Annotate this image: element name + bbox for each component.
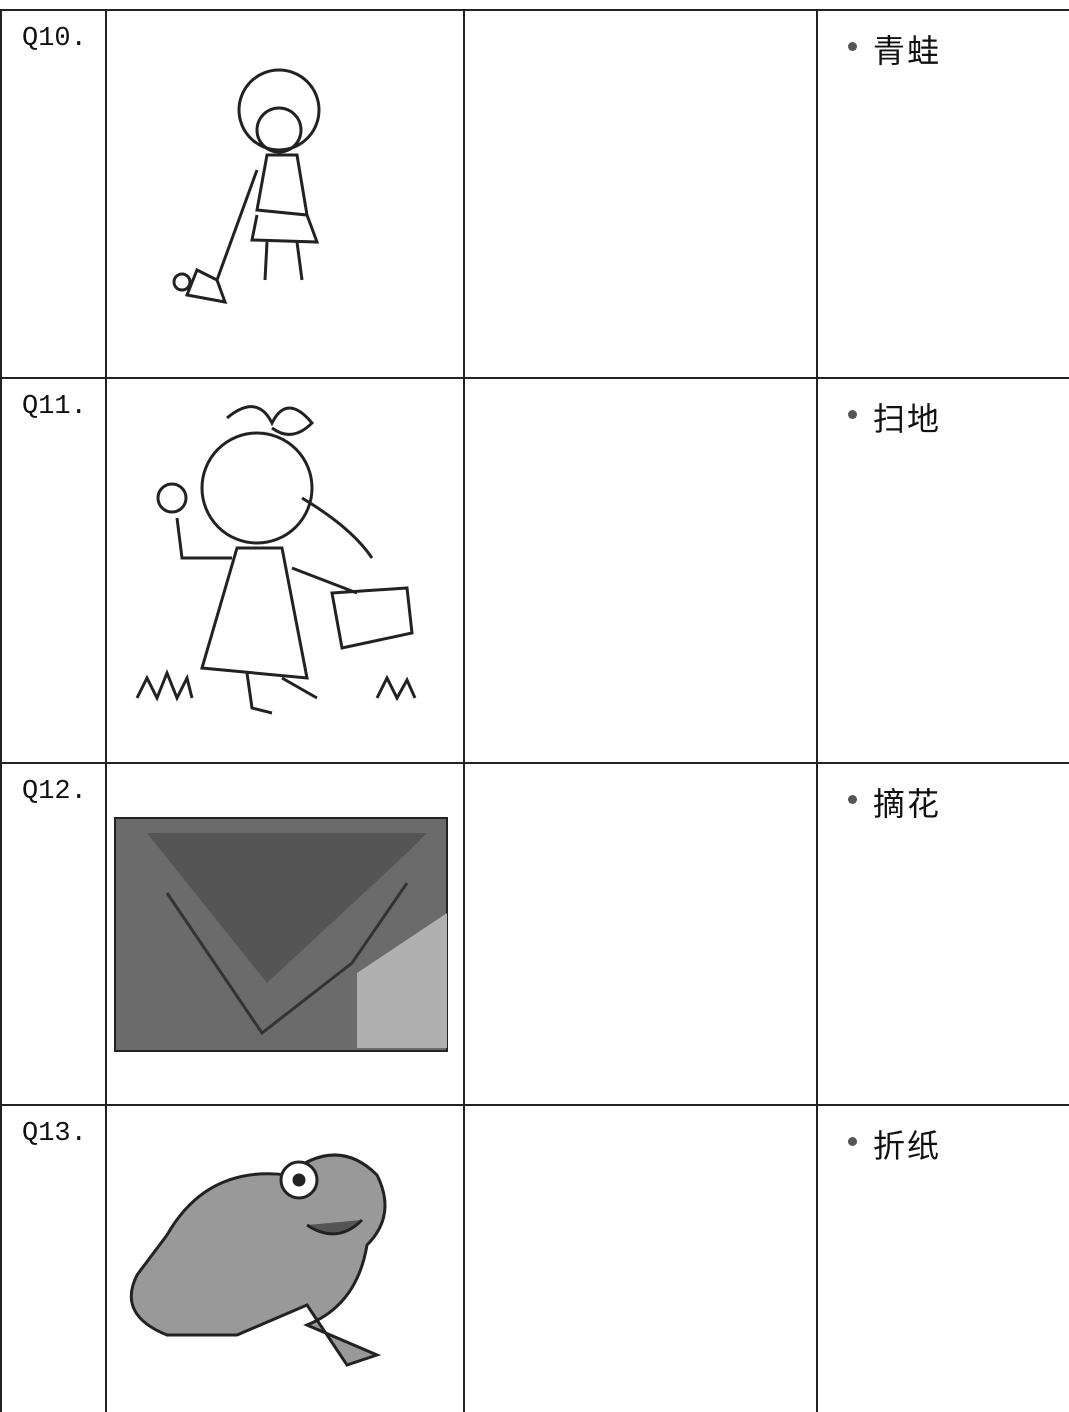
label-cell: Q13. [0, 1105, 107, 1412]
word-cell: 扫地 [818, 378, 1069, 763]
question-label: Q11. [22, 392, 87, 422]
label-cell: Q12. [0, 763, 107, 1105]
question-row: Q11. 扫地 [0, 377, 1069, 763]
answer-cell [465, 763, 818, 1105]
illustration-frog [129, 1153, 387, 1367]
bullet [848, 42, 857, 51]
question-row: Q10. 青蛙 [0, 9, 1069, 378]
label-cell: Q11. [0, 378, 107, 763]
word-option: 摘花 [873, 785, 942, 823]
word-cell: 折纸 [818, 1105, 1069, 1412]
illustration-picking-flowers [135, 405, 417, 715]
question-label: Q10. [22, 24, 87, 54]
bullet [848, 410, 857, 419]
label-cell: Q10. [0, 10, 107, 378]
row-divider [0, 1104, 1069, 1106]
bullet [848, 795, 857, 804]
question-label: Q12. [22, 777, 87, 807]
question-row: Q13. 折纸 [0, 1104, 1069, 1412]
picture-cell [107, 378, 465, 763]
picture-cell [107, 763, 465, 1105]
illustration-sweeping [172, 68, 321, 304]
question-label: Q13. [22, 1119, 87, 1149]
question-row: Q12. 摘花 [0, 762, 1069, 1105]
picture-cell [107, 10, 465, 378]
answer-cell [465, 10, 818, 378]
illustration-origami [114, 817, 448, 1052]
picture-cell [107, 1105, 465, 1412]
row-divider [0, 762, 1069, 764]
row-divider [0, 9, 1069, 11]
word-option: 青蛙 [873, 32, 942, 70]
answer-cell [465, 378, 818, 763]
word-cell: 摘花 [818, 763, 1069, 1105]
bullet [848, 1137, 857, 1146]
word-cell: 青蛙 [818, 10, 1069, 378]
word-option: 折纸 [873, 1127, 942, 1165]
row-divider [0, 377, 1069, 379]
word-option: 扫地 [873, 400, 942, 438]
answer-cell [465, 1105, 818, 1412]
